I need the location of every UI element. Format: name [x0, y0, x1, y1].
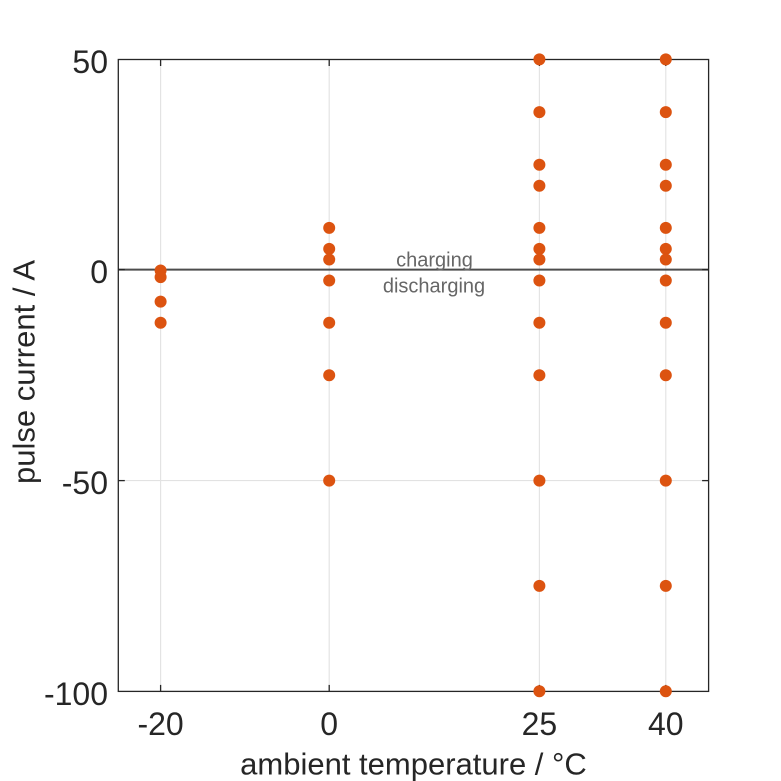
svg-text:discharging: discharging — [383, 275, 485, 297]
svg-text:charging: charging — [396, 250, 473, 272]
svg-text:0: 0 — [90, 254, 108, 290]
svg-text:0: 0 — [320, 706, 338, 742]
svg-text:-100: -100 — [44, 676, 108, 712]
svg-text:-50: -50 — [62, 465, 108, 501]
svg-text:50: 50 — [72, 44, 108, 80]
svg-text:25: 25 — [522, 706, 558, 742]
svg-text:pulse current / A: pulse current / A — [7, 260, 42, 484]
svg-text:40: 40 — [648, 706, 684, 742]
svg-text:-20: -20 — [137, 706, 183, 742]
svg-text:ambient temperature / °C: ambient temperature / °C — [240, 747, 587, 781]
